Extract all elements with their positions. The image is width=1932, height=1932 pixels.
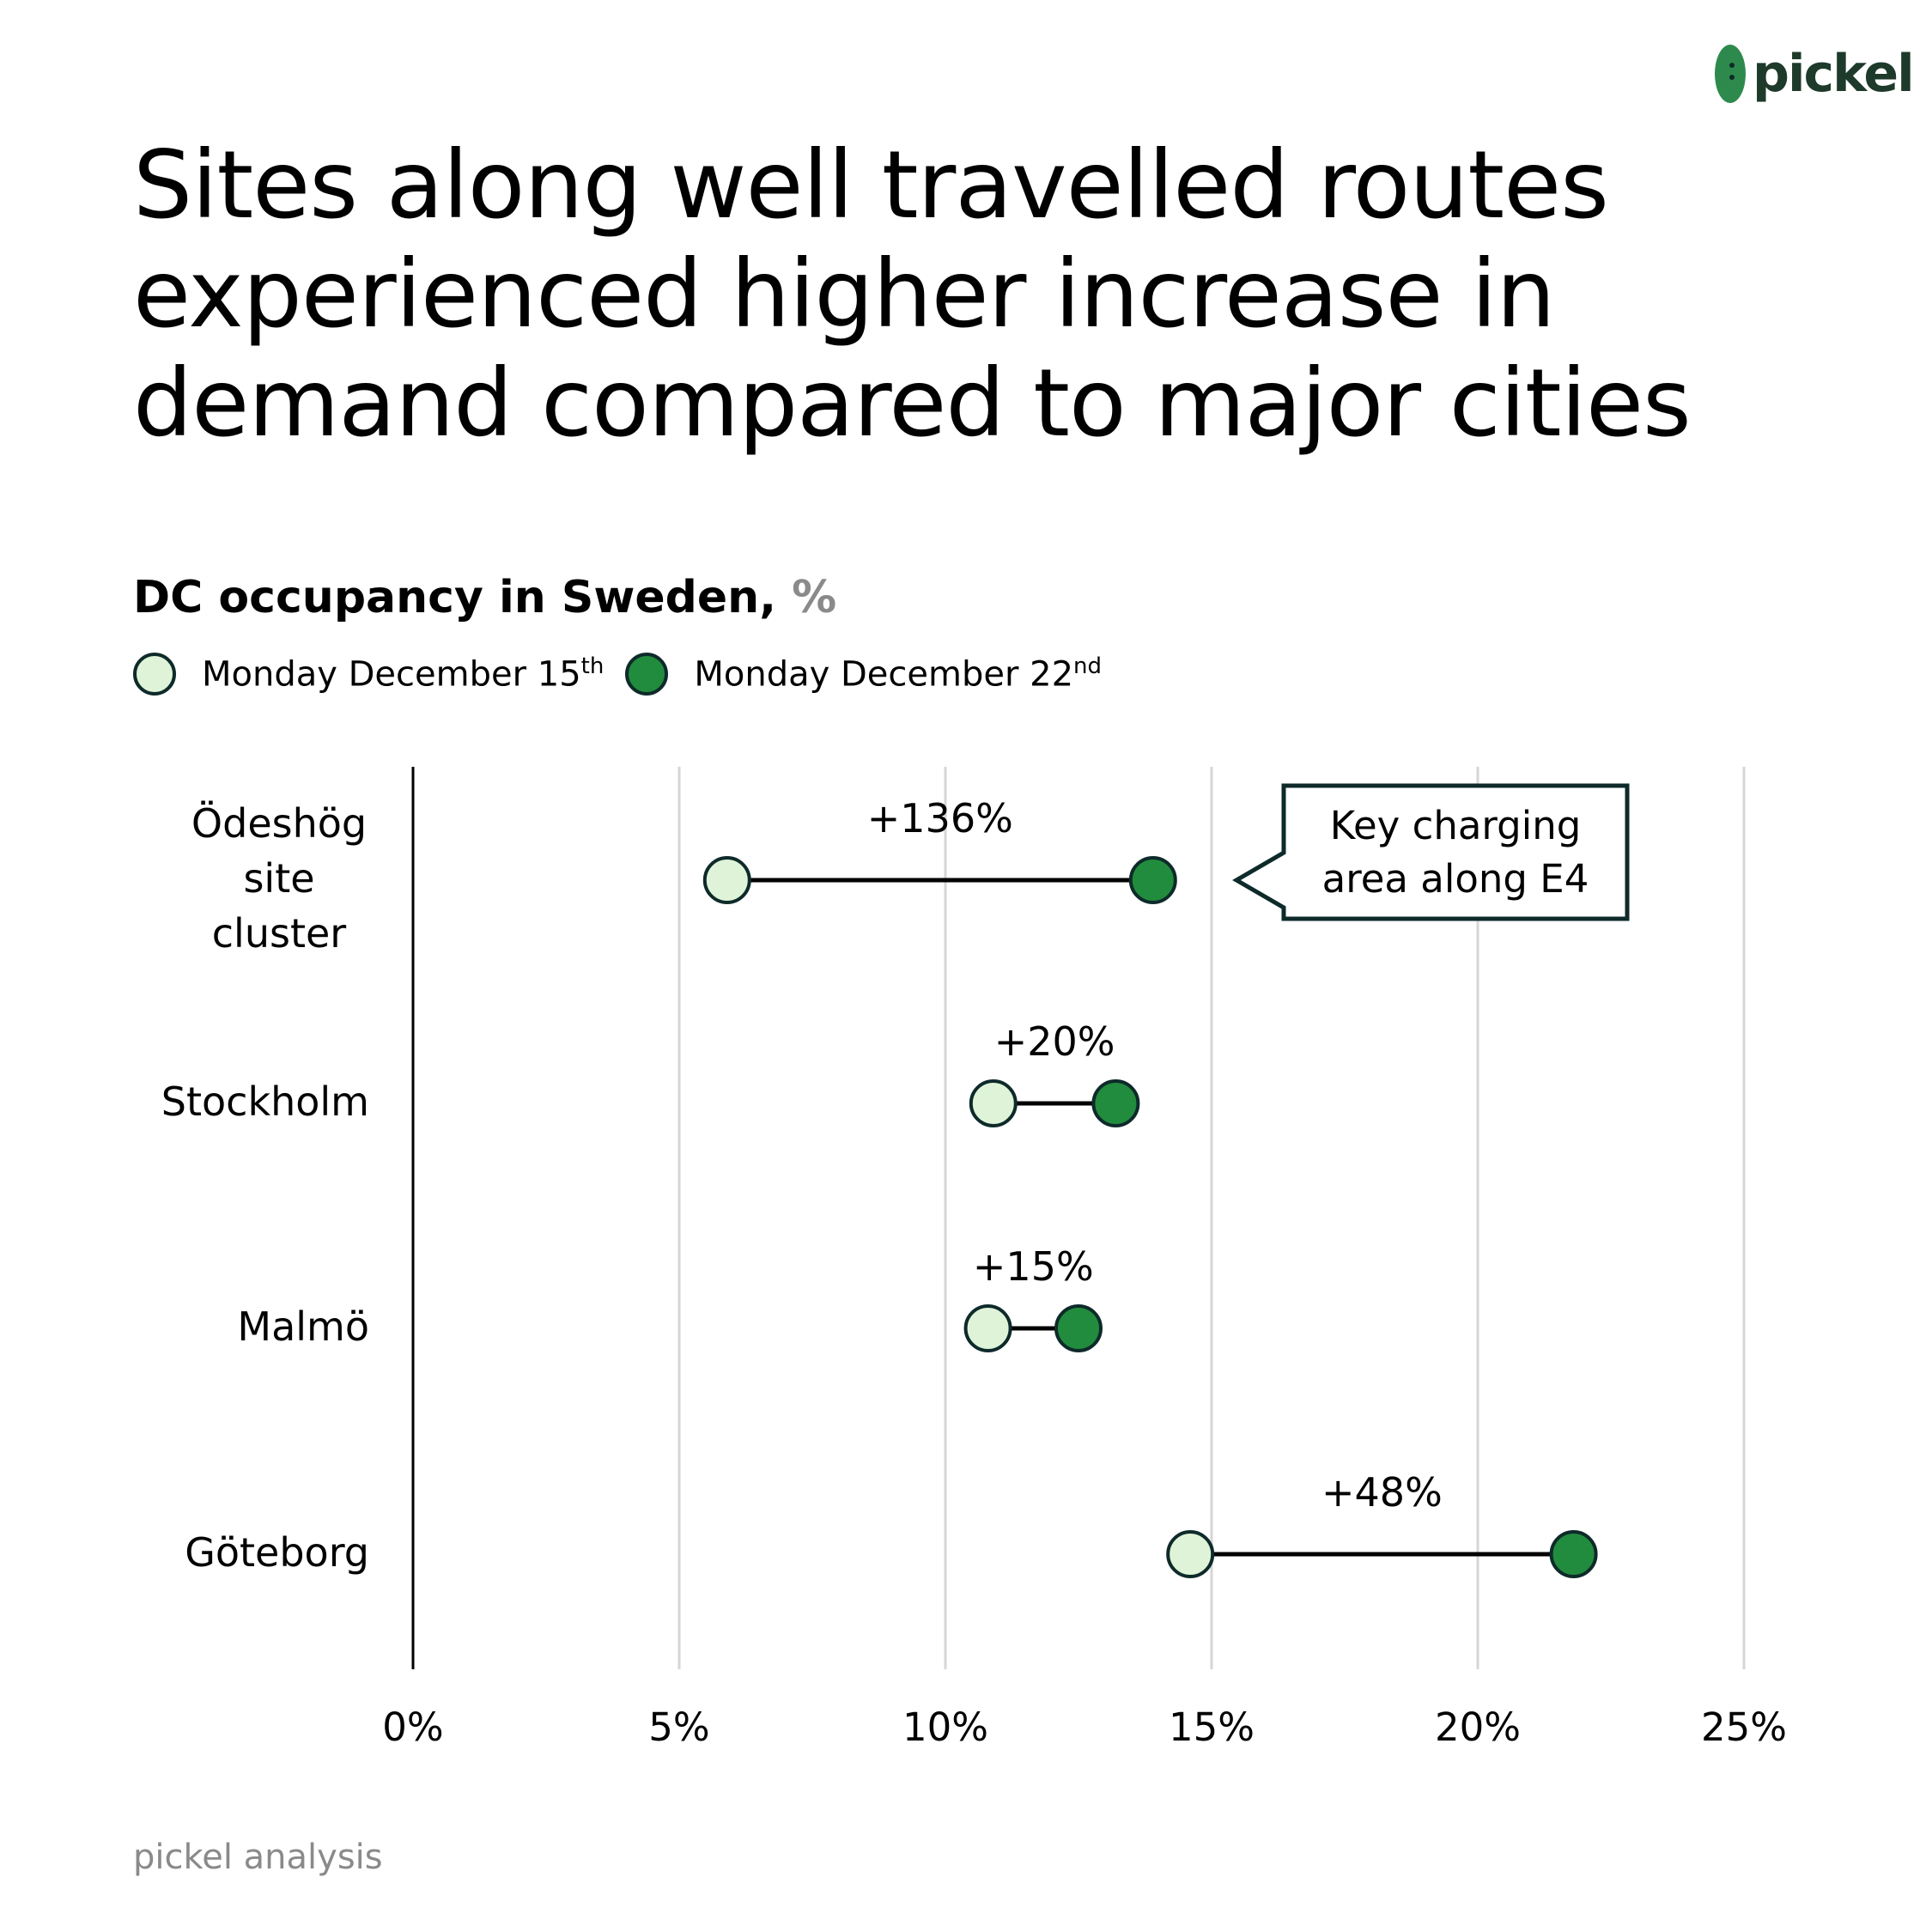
- category-label-line: Göteborg: [185, 1529, 369, 1576]
- chart-title: Sites along well travelled routes experi…: [133, 131, 1692, 458]
- x-tick-label-0: 0%: [382, 1704, 443, 1750]
- legend-suffix-dec15: th: [580, 653, 605, 680]
- category-label-2: Malmö: [237, 1303, 369, 1350]
- change-label-0: +136%: [867, 795, 1013, 841]
- x-tick-label-15: 15%: [1169, 1704, 1255, 1750]
- change-label-1: +20%: [994, 1018, 1115, 1065]
- annotation-callout: [1232, 783, 1630, 921]
- legend-label-dec22: Monday December 22nd: [694, 653, 1103, 695]
- category-label-line: Ödeshög: [191, 800, 367, 847]
- x-tick-label-5: 5%: [648, 1704, 709, 1750]
- legend-suffix-dec22: nd: [1073, 653, 1103, 680]
- point-dec22-0: [1128, 856, 1177, 904]
- category-label-3: Göteborg: [185, 1529, 369, 1576]
- legend: Monday December 15th Monday December 22n…: [133, 648, 1123, 700]
- point-dec15-0: [702, 856, 751, 904]
- legend-marker-dec22: [625, 653, 669, 696]
- legend-label-dec15: Monday December 15th: [202, 653, 605, 695]
- pickel-logo: pickel: [1713, 41, 1915, 106]
- source-note: pickel analysis: [133, 1838, 383, 1877]
- logo-text: pickel: [1753, 44, 1915, 104]
- x-tick-label-20: 20%: [1435, 1704, 1521, 1750]
- point-dec15-3: [1166, 1530, 1215, 1578]
- point-dec15-2: [963, 1304, 1012, 1352]
- category-label-line: site: [243, 855, 314, 902]
- subtitle-text: DC occupancy in Sweden,: [133, 572, 776, 623]
- x-tick-label-25: 25%: [1701, 1704, 1787, 1750]
- legend-marker-dec15: [133, 653, 176, 696]
- point-dec15-1: [969, 1079, 1018, 1127]
- point-dec22-1: [1091, 1079, 1140, 1127]
- category-label-0: Ödeshög site cluster: [191, 800, 367, 957]
- category-label-1: Stockholm: [161, 1078, 369, 1125]
- change-label-2: +15%: [973, 1243, 1094, 1290]
- subtitle-unit: %: [792, 572, 837, 623]
- point-dec22-2: [1054, 1304, 1103, 1352]
- x-tick-label-10: 10%: [902, 1704, 988, 1750]
- change-label-3: +48%: [1321, 1469, 1443, 1516]
- annotation-text-line-1: area along E4: [1322, 856, 1589, 902]
- pickle-icon: [1715, 45, 1746, 103]
- point-dec22-3: [1549, 1530, 1598, 1578]
- chart-subtitle: DC occupancy in Sweden, %: [133, 572, 836, 623]
- category-label-line: Malmö: [237, 1303, 369, 1350]
- category-label-line: cluster: [212, 910, 347, 957]
- dumbbell-chart: 0% 5% 10% 15% 20% 25% Ödeshög site cluster +136% S…: [161, 767, 1787, 1750]
- category-label-line: Stockholm: [161, 1078, 369, 1125]
- annotation-text-line-0: Key charging: [1330, 803, 1582, 848]
